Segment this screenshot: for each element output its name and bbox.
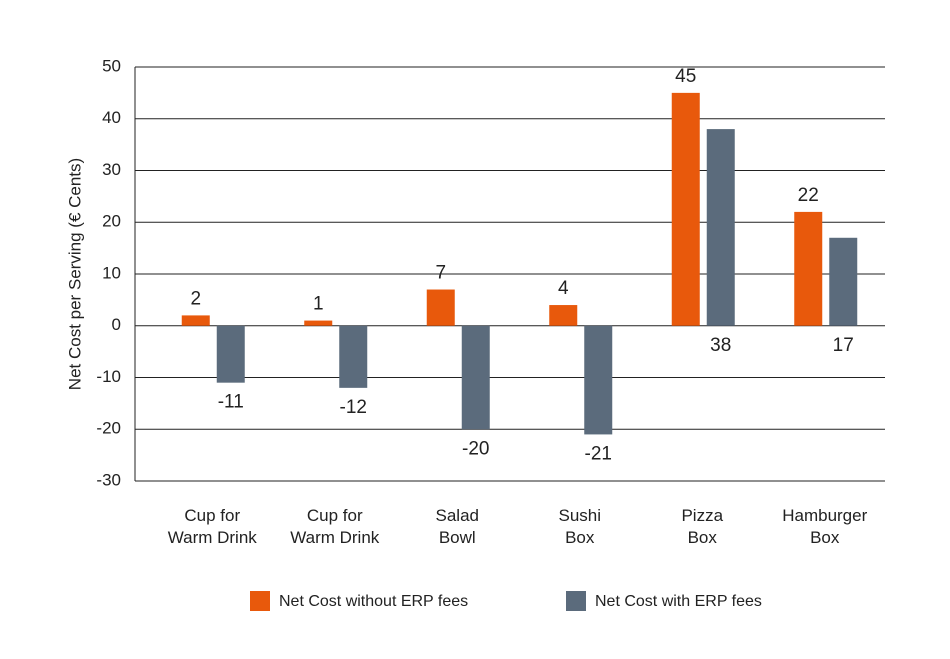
value-label: 38 [710,335,731,356]
y-tick-label: 20 [102,212,121,231]
value-label: 45 [675,66,696,87]
y-tick-label: 50 [102,56,121,75]
y-tick-label: 0 [112,315,121,334]
bar [304,320,333,326]
value-label: 7 [435,263,446,284]
bar [549,305,578,326]
y-tick-label: -20 [96,419,121,438]
value-label: 1 [313,294,324,315]
y-axis-label: Net Cost per Serving (€ Cents) [65,158,84,390]
value-label: 4 [558,278,569,299]
y-tick-label: -30 [96,470,121,489]
x-tick-label: Salad Bowl [436,506,479,547]
value-label: -20 [462,438,489,459]
y-tick-label: -10 [96,367,121,386]
legend-label: Net Cost without ERP fees [279,593,468,610]
legend-swatch [250,591,270,611]
bar [706,129,735,326]
bar [181,315,210,326]
x-tick-label: Cup for Warm Drink [290,506,380,547]
bar [339,325,368,388]
x-tick-label: Sushi Box [558,506,601,547]
value-label: -21 [585,443,612,464]
y-tick-label: 40 [102,108,121,127]
legend-swatch [566,591,586,611]
y-tick-label: 30 [102,160,121,179]
bar [584,325,613,435]
bar [794,211,823,326]
bar [216,325,245,383]
bar [671,92,700,326]
value-label: -11 [218,392,244,413]
y-tick-label: 10 [102,263,121,282]
value-label: 17 [833,335,854,356]
bar [829,237,858,326]
x-tick-label: Hamburger Box [782,506,867,547]
bar [426,289,455,326]
legend-label: Net Cost with ERP fees [595,593,762,610]
x-tick-label: Cup for Warm Drink [168,506,258,547]
value-label: 2 [190,288,201,309]
bar [461,325,490,430]
value-label: 22 [798,185,819,206]
value-label: -12 [340,397,367,418]
x-tick-label: Pizza Box [681,506,723,547]
